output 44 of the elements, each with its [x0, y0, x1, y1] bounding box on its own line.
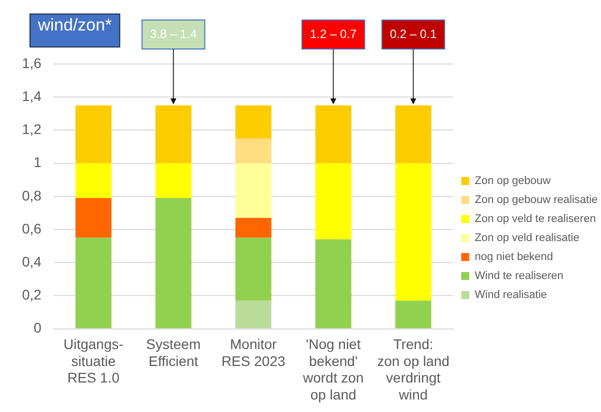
bar	[395, 105, 432, 164]
y-tick-label: 0,4	[22, 253, 42, 270]
annotation: 3.8 – 1.4	[150, 26, 198, 41]
legend-label: nog niet bekend	[474, 251, 554, 264]
bar	[315, 239, 352, 328]
x-tick-label: Uitgangs- situatie RES 1.0	[63, 336, 124, 386]
bar	[315, 163, 352, 240]
x-tick-label: Systeem Efficient	[146, 336, 201, 369]
bar	[75, 105, 112, 164]
y-tick-label: 0,6	[22, 220, 42, 236]
y-tick-label: 0,2	[22, 286, 42, 303]
y-tick-label: 1	[34, 154, 42, 170]
y-tick-label: 1,4	[22, 88, 42, 104]
bar	[235, 300, 272, 328]
x-tick-label: Trend: zon op land verdringt wind	[377, 336, 450, 402]
legend-label: Wind te realiseren	[474, 270, 564, 282]
y-tick-label: 1,2	[22, 121, 42, 138]
bar	[235, 218, 272, 238]
annotation: 1.2 – 0.7	[310, 26, 357, 41]
legend-label: Zon op gebouw realisatie	[474, 194, 598, 206]
y-tick-label: 1,6	[22, 54, 42, 71]
bar	[155, 105, 192, 164]
legend-label: Zon op veld realisatie	[474, 232, 580, 244]
bar	[75, 198, 112, 238]
bar	[395, 163, 432, 301]
bar	[235, 163, 272, 218]
x-tick-label: 'Nog niet bekend' wordt zon op land	[302, 336, 364, 402]
bar	[75, 238, 112, 328]
text: wind/zon*	[36, 16, 112, 35]
legend-label: Wind realisatie	[474, 289, 547, 302]
bar	[395, 300, 432, 328]
y-tick-label: 0	[34, 320, 42, 336]
bar	[235, 138, 272, 164]
x-tick-label: Monitor RES 2023	[221, 336, 286, 369]
legend-label: Zon op gebouw	[474, 175, 551, 188]
bar	[155, 198, 192, 328]
bar	[155, 163, 192, 198]
annotation: 0.2 – 0.1	[390, 26, 437, 41]
bar	[235, 238, 272, 301]
bar	[315, 105, 352, 164]
legend-label: Zon op veld te realiseren	[474, 213, 596, 226]
y-tick-label: 0,8	[22, 187, 42, 204]
bar	[75, 163, 112, 198]
bar	[235, 105, 272, 138]
